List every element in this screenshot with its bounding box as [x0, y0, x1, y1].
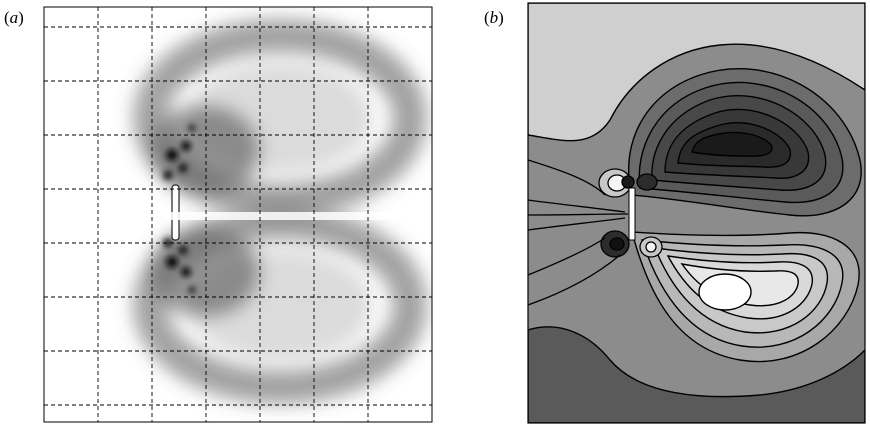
lower-vortex-shading	[133, 206, 427, 404]
panel-a-frame	[43, 6, 433, 423]
upper-vortex-contours	[628, 68, 862, 217]
plate-tip-contours	[598, 168, 663, 258]
plate	[628, 187, 636, 241]
shed-vortices	[163, 124, 196, 294]
panel-a-vorticity-plot	[44, 7, 432, 422]
panel-b-contour-plot	[528, 3, 865, 423]
panel-a-label: (a)	[4, 8, 24, 27]
panel-b-label: (b)	[484, 8, 504, 27]
lower-vortex-contours	[631, 231, 860, 363]
light-region-top	[528, 3, 865, 142]
dark-region-bottom	[528, 326, 865, 423]
panel-b-frame	[527, 2, 866, 424]
left-field-contours	[528, 159, 629, 306]
panel-a-grid	[44, 7, 432, 422]
upper-vortex-shading	[133, 19, 427, 217]
